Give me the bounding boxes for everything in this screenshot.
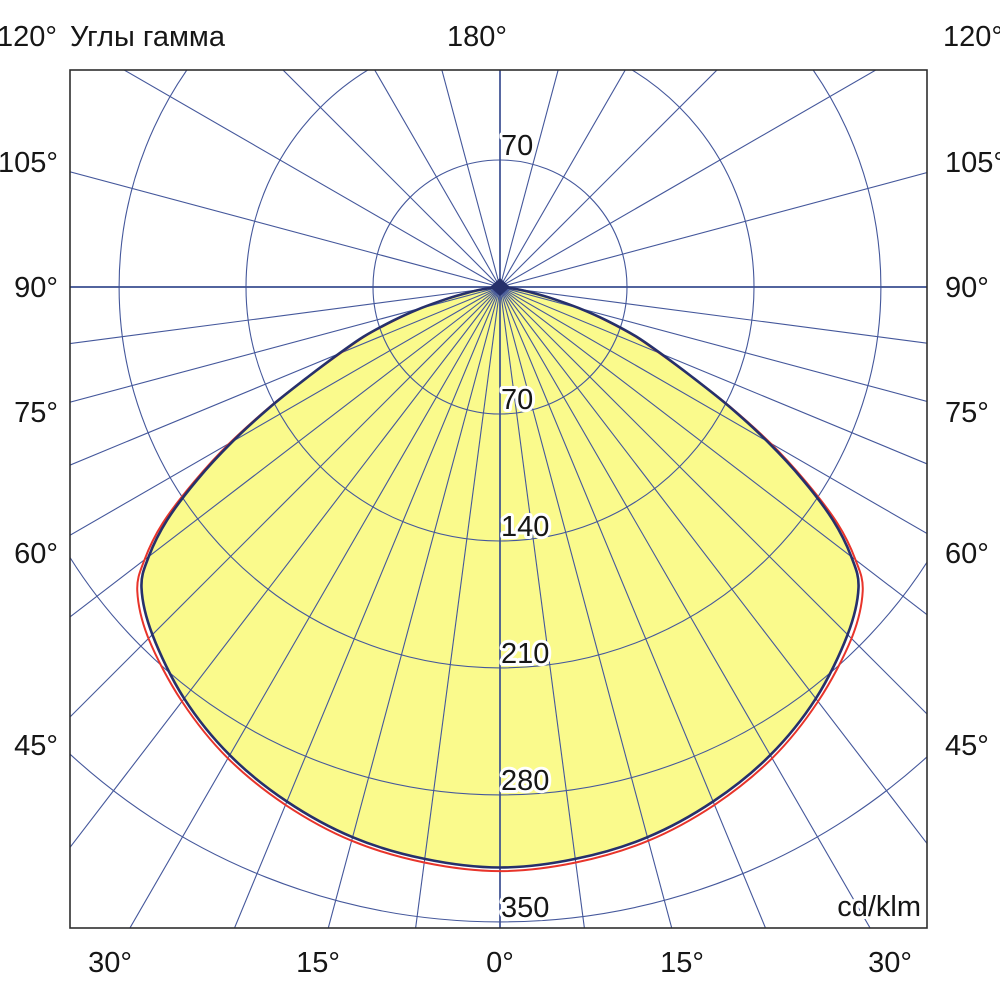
- grid-ray: [499, 286, 927, 845]
- grid-ray: [499, 286, 927, 535]
- blue-intensity-curve: [140, 285, 860, 869]
- left-gamma-label: 75°: [14, 397, 58, 429]
- radial-tick-label: 70: [501, 384, 533, 416]
- grid-ray: [499, 286, 927, 465]
- plot-border: [69, 69, 928, 929]
- grid-ray: [499, 286, 871, 928]
- grid-ray: [327, 286, 501, 928]
- radial-tick-label: 140: [501, 511, 549, 543]
- grid-ray: [129, 286, 501, 928]
- grid-ray: [233, 286, 501, 928]
- top-right-gamma-label: 120°: [943, 21, 1000, 53]
- grid-ray: [70, 286, 501, 403]
- grid-ray: [70, 286, 501, 466]
- grid-ray: [499, 70, 559, 288]
- grid-ray: [499, 286, 927, 402]
- grid-ray: [70, 286, 501, 345]
- top-center-gamma-label: 180°: [447, 21, 507, 53]
- right-gamma-label: 45°: [945, 730, 989, 762]
- grid-ray: [282, 70, 501, 288]
- right-gamma-label: 75°: [945, 397, 989, 429]
- diagram-title: Углы гамма: [70, 21, 226, 53]
- radial-tick-label: 70: [501, 130, 533, 162]
- grid-ray: [499, 70, 877, 288]
- radial-tick-label: 350: [501, 892, 549, 924]
- units-label: cd/klm: [837, 891, 921, 923]
- grid-ray: [70, 286, 501, 618]
- right-gamma-label: 105°: [945, 147, 1000, 179]
- grid-ray: [499, 286, 673, 928]
- bottom-gamma-label: 0°: [486, 947, 514, 979]
- labels-layer: 120° Углы гамма 180° 120° cd/klm 70 70 140…: [0, 21, 1000, 979]
- radial-tick-label: 280: [501, 765, 549, 797]
- bottom-gamma-label: 30°: [88, 947, 132, 979]
- grid-ray: [70, 286, 501, 536]
- grid-ray: [415, 286, 501, 928]
- grid-ray: [499, 286, 927, 616]
- left-gamma-label: 60°: [14, 538, 58, 570]
- grid-ray: [499, 286, 585, 928]
- center-marker: [490, 278, 510, 296]
- grid-ray: [70, 286, 501, 718]
- grid-ray: [499, 286, 767, 928]
- grid-ray: [499, 286, 927, 715]
- grid-ray: [499, 70, 718, 288]
- left-gamma-label: 45°: [14, 730, 58, 762]
- right-gamma-label: 60°: [945, 538, 989, 570]
- grid-ray: [499, 172, 927, 288]
- grid-ray: [374, 70, 501, 288]
- grid-ray: [499, 286, 927, 344]
- bottom-gamma-label: 15°: [296, 947, 340, 979]
- grid-ray: [123, 70, 501, 288]
- top-left-gamma-label: 120°: [0, 21, 57, 53]
- bottom-gamma-label: 15°: [660, 947, 704, 979]
- left-gamma-label: 90°: [14, 272, 58, 304]
- radial-tick-label: 210: [501, 638, 549, 670]
- grid-ray: [70, 286, 501, 849]
- left-gamma-label: 105°: [0, 147, 58, 179]
- grid-ray: [70, 171, 501, 288]
- grid-ray: [499, 70, 626, 288]
- right-gamma-label: 90°: [945, 272, 989, 304]
- grid-ray: [441, 70, 501, 288]
- intensity-curves: [136, 285, 864, 873]
- bottom-gamma-label: 30°: [868, 947, 912, 979]
